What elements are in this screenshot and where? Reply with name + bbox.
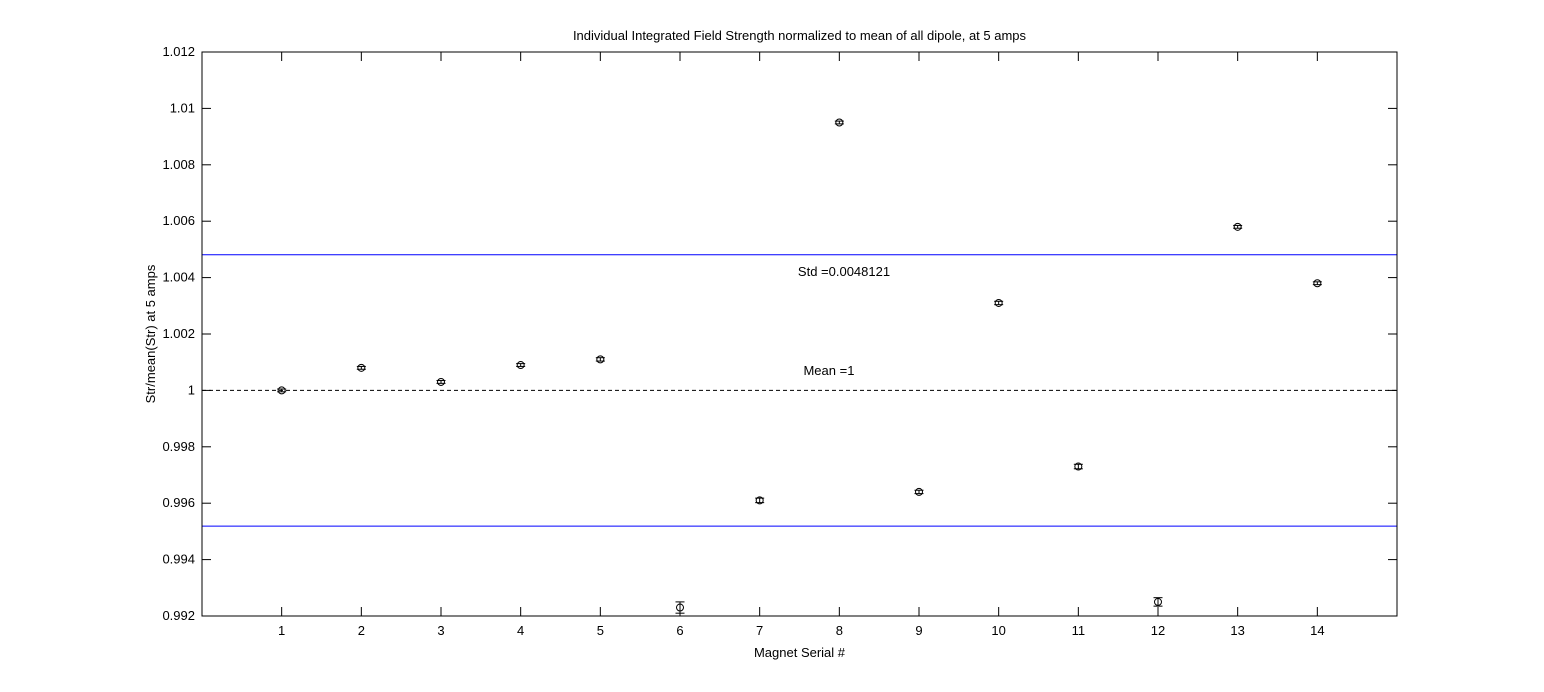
data-point-marker: [1313, 279, 1322, 288]
data-point-marker: [516, 361, 525, 370]
x-tick-label: 14: [1310, 623, 1324, 638]
x-tick-label: 11: [1072, 623, 1086, 638]
data-point-marker: [277, 386, 286, 395]
y-tick-label: 1.002: [162, 326, 195, 341]
x-tick-label: 3: [437, 623, 444, 638]
x-tick-label: 5: [597, 623, 604, 638]
data-point-marker: [1074, 462, 1083, 471]
data-point-marker: [1233, 222, 1242, 231]
x-tick-label: 8: [836, 623, 843, 638]
y-tick-label: 1.006: [162, 213, 195, 228]
data-point-marker: [676, 603, 684, 612]
x-tick-label: 12: [1151, 623, 1165, 638]
y-tick-label: 0.998: [162, 439, 195, 454]
x-tick-label: 2: [358, 623, 365, 638]
y-tick-label: 0.994: [162, 552, 195, 567]
data-point-marker: [835, 118, 844, 127]
data-point-marker: [1154, 597, 1162, 606]
data-point-marker: [915, 487, 923, 496]
std-annotation: Std =0.0048121: [797, 263, 891, 279]
x-tick-label: 4: [517, 623, 524, 638]
y-tick-label: 1.008: [162, 157, 195, 172]
x-axis-label: Magnet Serial #: [753, 645, 846, 660]
x-tick-label: 7: [756, 623, 763, 638]
mean-annotation: Mean =1: [803, 362, 855, 378]
data-point-marker: [357, 363, 366, 372]
x-tick-label: 13: [1230, 623, 1244, 638]
chart-title: Individual Integrated Field Strength nor…: [572, 28, 1027, 43]
x-tick-label: 9: [915, 623, 922, 638]
y-tick-label: 0.992: [162, 608, 195, 623]
x-tick-label: 6: [676, 623, 683, 638]
data-point-marker: [437, 377, 445, 386]
x-tick-label: 1: [278, 623, 285, 638]
y-tick-label: 1.004: [162, 270, 195, 285]
x-tick-label: 10: [991, 623, 1005, 638]
data-point-marker: [994, 298, 1003, 307]
y-tick-label: 1.012: [162, 44, 195, 59]
y-tick-label: 1: [188, 382, 195, 397]
y-tick-label: 0.996: [162, 495, 195, 510]
plot-border: [201, 51, 1398, 617]
y-tick-label: 1.01: [170, 100, 195, 115]
data-point-marker: [755, 496, 764, 505]
data-point-marker: [596, 355, 605, 364]
